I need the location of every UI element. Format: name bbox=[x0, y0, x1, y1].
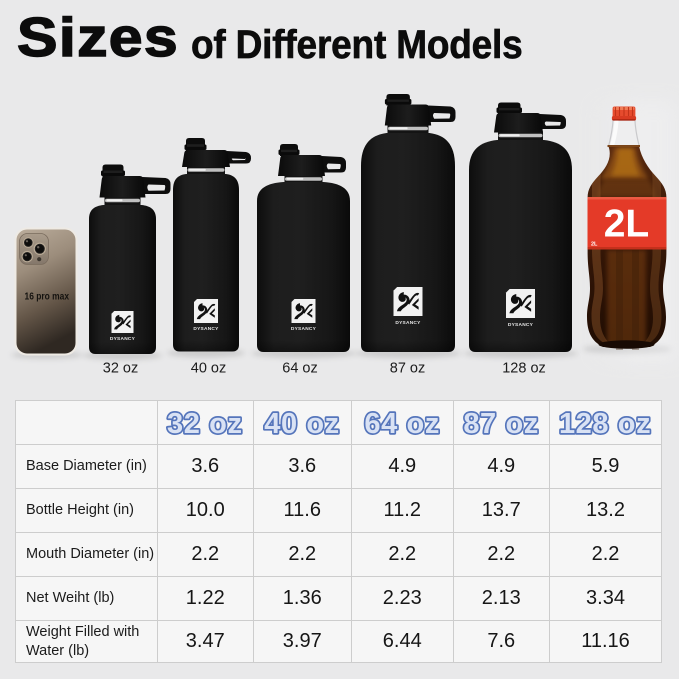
svg-text:2L: 2L bbox=[591, 242, 598, 248]
svg-text:40 oz: 40 oz bbox=[191, 361, 226, 377]
svg-text:DYSANCY: DYSANCY bbox=[291, 326, 317, 332]
svg-text:DYSANCY: DYSANCY bbox=[110, 336, 136, 342]
svg-text:128 oz: 128 oz bbox=[502, 361, 546, 377]
svg-text:64 oz: 64 oz bbox=[282, 361, 317, 377]
svg-text:87 oz: 87 oz bbox=[390, 361, 425, 377]
svg-text:DYSANCY: DYSANCY bbox=[508, 322, 534, 328]
svg-text:16 pro max: 16 pro max bbox=[25, 292, 70, 303]
svg-text:32 oz: 32 oz bbox=[103, 361, 138, 377]
svg-text:2L: 2L bbox=[604, 203, 650, 246]
svg-text:DYSANCY: DYSANCY bbox=[193, 326, 219, 332]
svg-text:DYSANCY: DYSANCY bbox=[395, 320, 421, 326]
